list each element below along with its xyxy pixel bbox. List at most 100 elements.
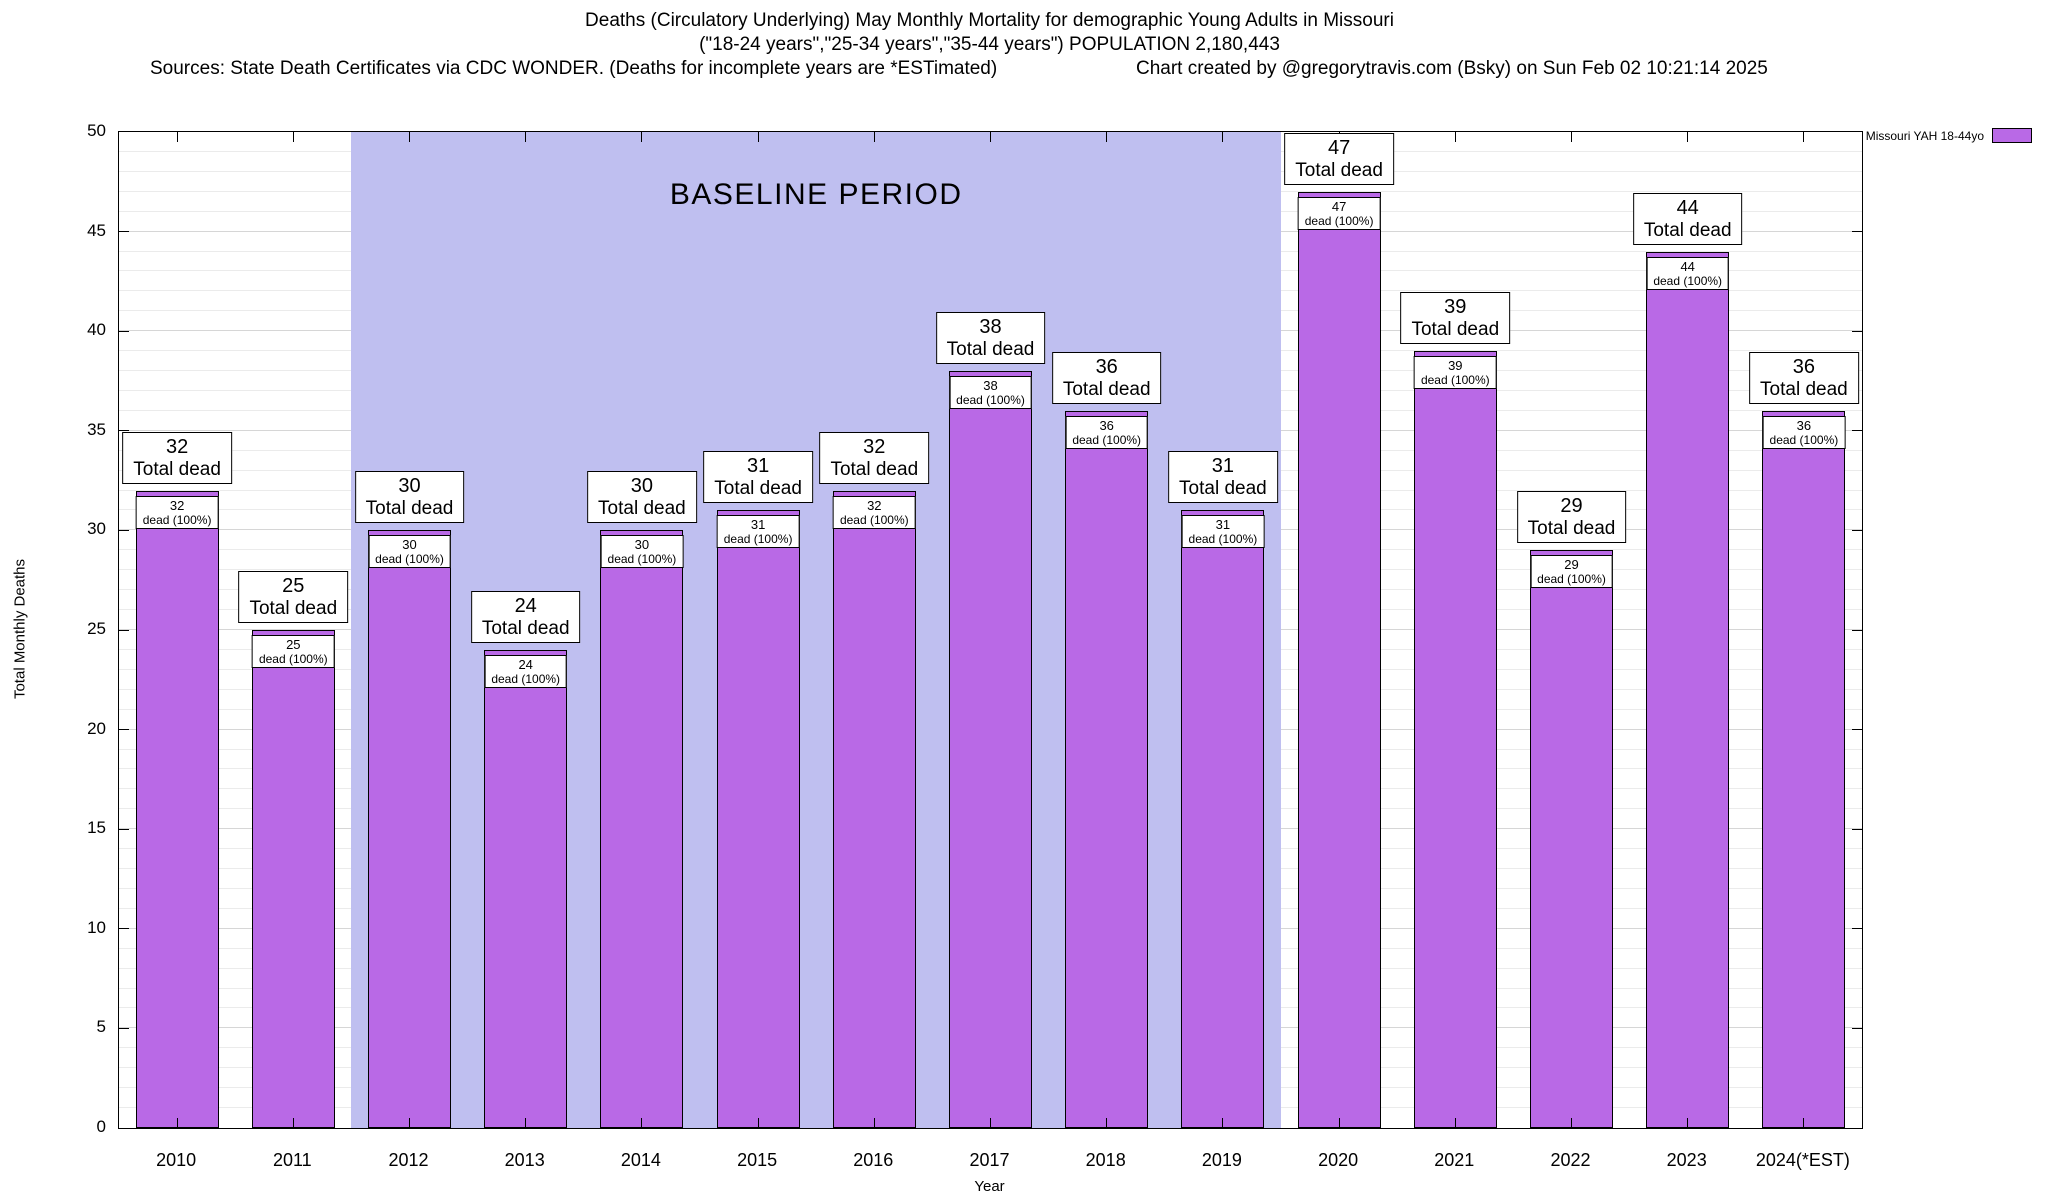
- x-tick-bottom: [990, 1118, 991, 1128]
- bar-percent-text: dead (100%): [956, 393, 1025, 408]
- x-tick-label: 2015: [737, 1150, 778, 1170]
- x-tick-bottom: [525, 1118, 527, 1128]
- bar-total-value: 29: [1560, 495, 1583, 518]
- y-tick-left: [119, 529, 129, 531]
- x-tick-top: [525, 132, 527, 142]
- y-tick-right: [1852, 629, 1862, 631]
- x-tick-label: 2023: [1666, 1150, 1707, 1170]
- bar-percent-text: dead (100%): [142, 512, 212, 527]
- bar-total-text: Total dead: [1179, 478, 1267, 500]
- x-axis-title: Year: [974, 1178, 1005, 1195]
- bar-total-label: 29 Total dead: [1516, 491, 1627, 544]
- y-tick-label: 50: [87, 121, 106, 140]
- credit-note: Chart created by @gregorytravis.com (Bsk…: [1136, 58, 1768, 79]
- y-tick-left: [119, 629, 129, 631]
- y-tick-label: 20: [87, 718, 106, 738]
- x-tick-top: [757, 132, 759, 142]
- legend-label: Missouri YAH 18-44yo: [1865, 128, 1984, 143]
- bar-percent-value: 31: [1215, 517, 1231, 533]
- y-tick-left: [119, 330, 129, 332]
- bar-percent-label: 32 dead (100%): [832, 495, 916, 529]
- y-tick-label: 35: [87, 419, 106, 439]
- bar-total-value: 39: [1444, 296, 1467, 319]
- sources-note: Sources: State Death Certificates via CD…: [150, 58, 998, 79]
- bar-2021: [1413, 351, 1497, 1128]
- bar-2022: [1530, 550, 1613, 1128]
- y-tick-right: [1852, 928, 1862, 930]
- y-tick-label: 40: [87, 320, 106, 340]
- chart-subtitle: ("18-24 years","25-34 years","35-44 year…: [699, 34, 1280, 55]
- bar-total-text: Total dead: [714, 478, 802, 500]
- bar-2016: [832, 490, 916, 1128]
- bar-total-label: 24 Total dead: [470, 590, 581, 643]
- x-tick-label: 2016: [853, 1150, 894, 1170]
- bar-percent-value: 38: [983, 378, 998, 394]
- bar-total-label: 25 Total dead: [238, 571, 349, 623]
- x-tick-top: [641, 132, 643, 142]
- bar-total-text: Total dead: [1643, 219, 1732, 241]
- y-tick-right: [1852, 828, 1862, 830]
- bar-percent-label: 30 dead (100%): [600, 535, 684, 569]
- bar-total-label: 36 Total dead: [1051, 351, 1162, 404]
- bar-total-value: 38: [979, 316, 1002, 339]
- bar-2018: [1065, 410, 1149, 1128]
- bar-percent-value: 44: [1680, 258, 1695, 274]
- x-tick-bottom: [409, 1118, 410, 1128]
- x-tick-bottom: [1571, 1118, 1572, 1128]
- bar-percent-label: 31 dead (100%): [716, 515, 800, 549]
- bar-total-label: 32 Total dead: [122, 431, 232, 484]
- bar-percent-value: 24: [518, 656, 533, 672]
- bar-total-label: 30 Total dead: [354, 471, 465, 524]
- y-tick-label: 30: [87, 519, 106, 539]
- x-tick-label: 2022: [1550, 1150, 1591, 1170]
- bar-percent-value: 30: [634, 537, 650, 553]
- bar-total-label: 39 Total dead: [1400, 292, 1511, 345]
- bar-percent-text: dead (100%): [723, 532, 793, 547]
- baseline-period-label: BASELINE PERIOD: [669, 178, 963, 211]
- bar-percent-value: 36: [1796, 417, 1812, 433]
- x-tick-bottom: [1803, 1118, 1805, 1128]
- y-tick-label: 0: [96, 1117, 106, 1136]
- bar-percent-value: 29: [1564, 557, 1579, 573]
- x-tick-top: [176, 132, 178, 142]
- x-tick-top: [1571, 132, 1572, 142]
- x-tick-top: [1454, 132, 1456, 142]
- x-tick-top: [873, 132, 875, 142]
- bar-2020: [1297, 191, 1381, 1128]
- bar-total-label: 31 Total dead: [1168, 451, 1278, 504]
- bar-percent-label: 29 dead (100%): [1530, 555, 1613, 589]
- bar-percent-value: 36: [1099, 417, 1114, 433]
- y-tick-label: 10: [87, 917, 106, 937]
- bar-total-value: 32: [165, 435, 189, 458]
- x-tick-top: [409, 132, 410, 142]
- x-tick-bottom: [1687, 1118, 1689, 1128]
- bar-total-value: 31: [1211, 455, 1235, 478]
- bar-total-text: Total dead: [1527, 518, 1616, 540]
- bar-percent-text: dead (100%): [491, 671, 561, 686]
- y-tick-left: [119, 1027, 129, 1029]
- bar-percent-text: dead (100%): [607, 552, 677, 567]
- x-tick-bottom: [1106, 1118, 1108, 1128]
- bar-percent-value: 32: [169, 497, 185, 513]
- y-tick-left: [119, 928, 129, 930]
- bar-total-label: 30 Total dead: [587, 471, 697, 524]
- bar-total-value: 36: [1792, 355, 1816, 378]
- x-tick-label: 2019: [1201, 1150, 1242, 1170]
- bar-total-text: Total dead: [481, 617, 570, 639]
- x-tick-top: [292, 132, 294, 142]
- y-tick-right: [1852, 529, 1862, 531]
- bar-percent-value: 31: [750, 517, 766, 533]
- x-tick-bottom: [1222, 1118, 1224, 1128]
- y-tick-right: [1852, 1027, 1862, 1029]
- bar-total-value: 47: [1327, 136, 1351, 159]
- bar-total-text: Total dead: [1295, 159, 1383, 181]
- x-tick-bottom: [757, 1118, 759, 1128]
- bar-2012: [368, 530, 451, 1128]
- bar-total-value: 24: [514, 594, 537, 617]
- bar-percent-value: 47: [1331, 198, 1347, 214]
- bar-total-value: 31: [746, 455, 770, 478]
- bar-total-text: Total dead: [133, 458, 221, 480]
- bar-total-text: Total dead: [1760, 378, 1848, 400]
- bar-percent-text: dead (100%): [258, 652, 328, 666]
